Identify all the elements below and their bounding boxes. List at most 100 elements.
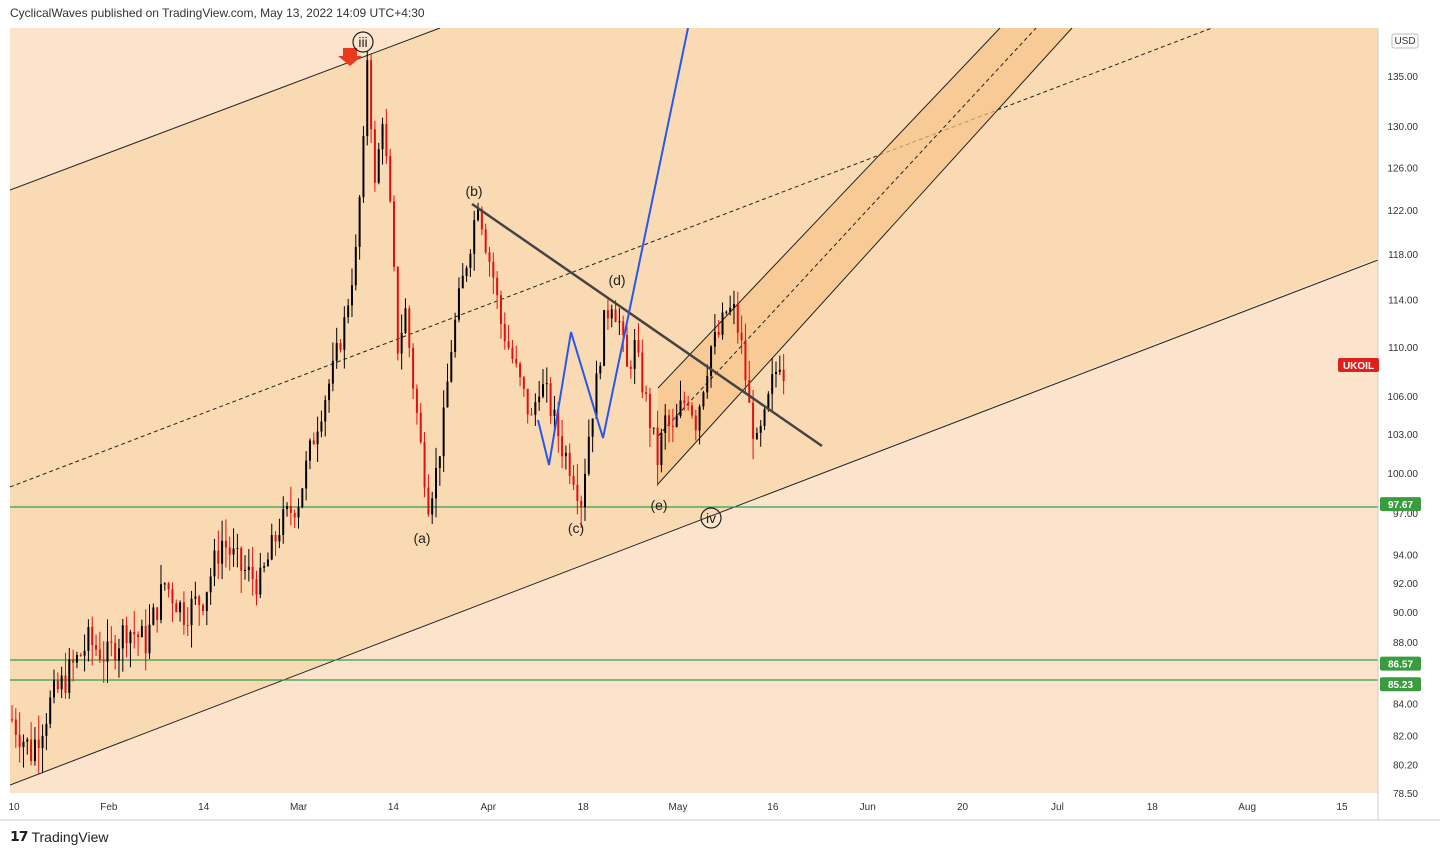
candle-body bbox=[732, 303, 735, 308]
candle-body bbox=[270, 535, 273, 560]
candle-body bbox=[473, 220, 476, 254]
candle-body bbox=[217, 550, 220, 564]
candle-body bbox=[106, 641, 109, 662]
candle-body bbox=[22, 741, 25, 748]
candle-body bbox=[668, 415, 671, 426]
candle-body bbox=[75, 654, 78, 663]
time-tick-label: Jun bbox=[860, 802, 876, 813]
candle-body bbox=[580, 500, 583, 508]
candle-body bbox=[671, 425, 674, 427]
candle-body bbox=[545, 383, 548, 385]
candle-body bbox=[415, 388, 418, 413]
candle-body bbox=[664, 415, 667, 433]
candle-body bbox=[137, 634, 140, 637]
candle-body bbox=[354, 246, 357, 286]
candle-body bbox=[526, 388, 529, 415]
time-axis[interactable]: 10 Feb 14 Mar 14 Apr 18 May 16 Jun 20 Jul 18 Aug 15 bbox=[8, 802, 1348, 813]
candle-body bbox=[125, 625, 128, 644]
candle-body bbox=[79, 654, 82, 656]
price-tick-label: 88.00 bbox=[1393, 638, 1418, 649]
candle-body bbox=[278, 535, 281, 542]
candle-body bbox=[610, 309, 613, 319]
price-tag-bg bbox=[1380, 656, 1421, 671]
candle-body bbox=[553, 409, 556, 416]
time-tick-label: Mar bbox=[290, 802, 308, 813]
candle-body bbox=[202, 605, 204, 612]
candle-body bbox=[156, 607, 159, 620]
candle-body bbox=[373, 129, 376, 183]
candle-body bbox=[591, 418, 594, 437]
candle-body bbox=[385, 123, 388, 157]
candle-body bbox=[11, 719, 13, 721]
candle-body bbox=[404, 308, 407, 333]
candle-body bbox=[95, 645, 98, 650]
footer-brand[interactable]: 𝟭𝟳 TradingView bbox=[10, 828, 109, 845]
wave-label-iii: iii bbox=[358, 34, 367, 50]
price-tick-label: 106.00 bbox=[1387, 392, 1418, 403]
price-tag-bg bbox=[1338, 358, 1379, 373]
price-tick-label: 114.00 bbox=[1388, 296, 1418, 307]
candle-body bbox=[293, 512, 296, 518]
candle-body bbox=[98, 649, 101, 660]
candle-body bbox=[274, 535, 277, 542]
price-tick-label: 84.00 bbox=[1393, 699, 1418, 710]
candle-body bbox=[381, 123, 384, 150]
candle-body bbox=[645, 392, 648, 394]
time-tick-label: 15 bbox=[1336, 802, 1348, 813]
candle-body bbox=[328, 383, 331, 401]
candle-body bbox=[587, 436, 590, 474]
candle-body bbox=[438, 456, 441, 468]
candle-body bbox=[30, 739, 33, 762]
candle-body bbox=[778, 369, 781, 372]
candle-body bbox=[190, 598, 193, 626]
candle-body bbox=[584, 473, 586, 508]
candle-body bbox=[114, 642, 117, 661]
candle-body bbox=[358, 197, 361, 247]
candle-body bbox=[102, 659, 105, 662]
candle-body bbox=[305, 460, 308, 489]
price-tick-label: 118.00 bbox=[1388, 250, 1418, 261]
candle-body bbox=[316, 431, 319, 445]
candle-body bbox=[706, 375, 709, 393]
candle-body bbox=[247, 566, 250, 570]
candle-body bbox=[744, 340, 747, 381]
candle-body bbox=[427, 487, 430, 515]
candle-body bbox=[755, 433, 758, 439]
candle-body bbox=[251, 566, 254, 580]
price-tag-label: 85.23 bbox=[1388, 680, 1413, 691]
candle-body bbox=[626, 335, 629, 367]
candle-body bbox=[347, 305, 350, 318]
price-tag-bg bbox=[1380, 677, 1421, 692]
time-tick-label: Jul bbox=[1051, 802, 1064, 813]
candle-body bbox=[725, 311, 728, 313]
candle-body bbox=[675, 415, 678, 427]
candle-body bbox=[282, 509, 285, 536]
candle-body bbox=[167, 583, 170, 590]
price-tags: UKOIL 97.67 86.57 85.23 bbox=[1338, 358, 1421, 692]
candle-body bbox=[41, 735, 44, 749]
candle-body bbox=[370, 60, 373, 130]
price-tick-label: 80.20 bbox=[1393, 761, 1418, 772]
candle-body bbox=[561, 436, 564, 457]
candle-body bbox=[717, 331, 720, 335]
candle-body bbox=[488, 252, 491, 262]
candle-body bbox=[33, 739, 36, 762]
candle-body bbox=[541, 384, 544, 397]
candle-body bbox=[492, 261, 495, 278]
candle-body bbox=[713, 331, 716, 347]
candle-body bbox=[775, 371, 777, 375]
candle-body bbox=[629, 366, 632, 369]
candle-body bbox=[568, 452, 571, 476]
candle-body bbox=[511, 347, 514, 360]
time-tick-label: Apr bbox=[481, 802, 497, 813]
candle-body bbox=[771, 374, 774, 394]
candle-body bbox=[633, 340, 636, 369]
time-tick-label: Feb bbox=[100, 802, 118, 813]
candle-body bbox=[457, 288, 460, 320]
price-tick-label: 90.00 bbox=[1393, 608, 1418, 619]
candle-body bbox=[72, 659, 75, 663]
price-axis[interactable]: 135.00 130.00 126.00 122.00 118.00 114.00 110.… bbox=[1387, 72, 1418, 800]
candle-body bbox=[175, 603, 178, 613]
candle-body bbox=[477, 208, 480, 221]
